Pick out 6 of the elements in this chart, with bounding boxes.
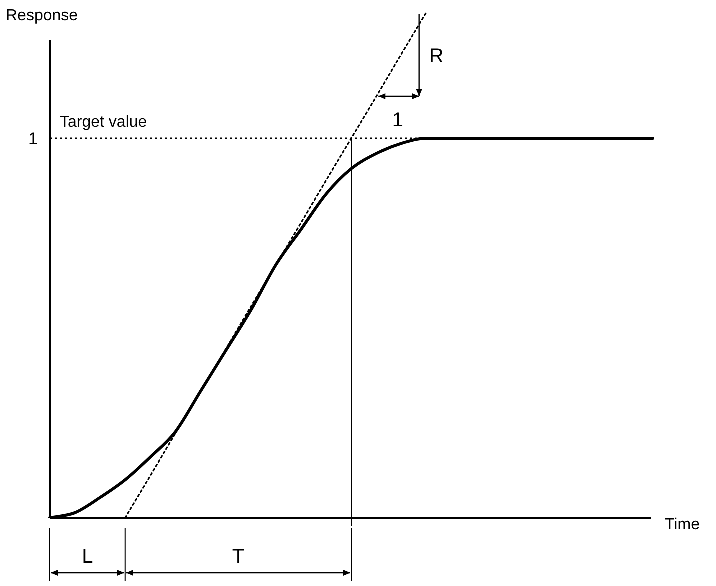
y-axis-title: Response <box>6 7 78 24</box>
x-axis-title: Time <box>665 516 700 534</box>
text: 1 <box>28 130 38 148</box>
annotation: R <box>429 45 444 68</box>
annotation: 1 <box>392 110 404 132</box>
ref-line-label: Target value <box>60 114 148 131</box>
